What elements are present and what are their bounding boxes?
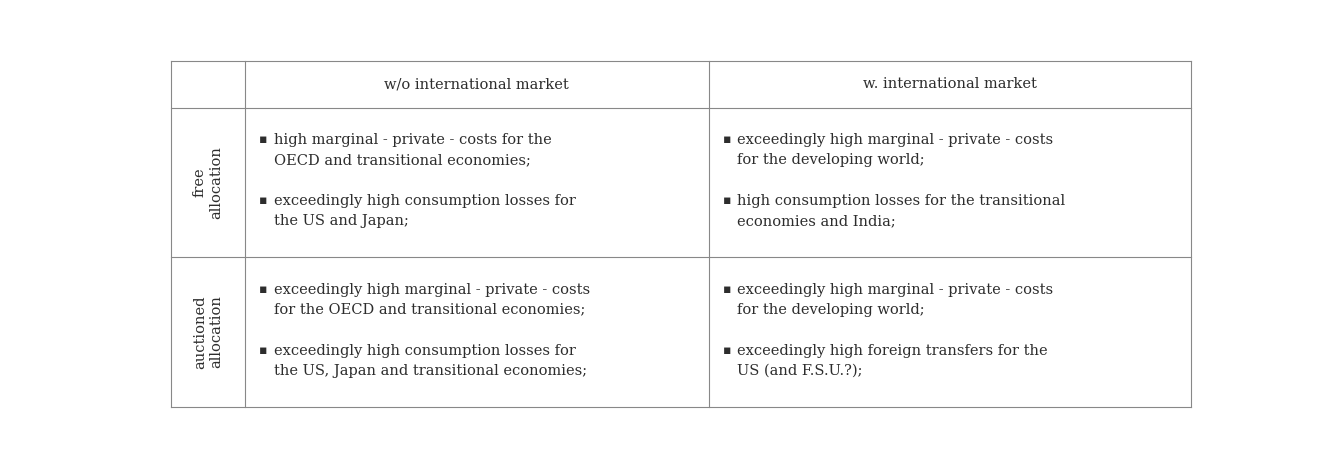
Text: high marginal - private - costs for the
OECD and transitional economies;: high marginal - private - costs for the … (274, 133, 552, 167)
Text: exceedingly high consumption losses for
the US, Japan and transitional economies: exceedingly high consumption losses for … (274, 344, 586, 378)
Text: ▪: ▪ (723, 282, 731, 295)
Text: w. international market: w. international market (863, 77, 1037, 91)
Text: exceedingly high marginal - private - costs
for the developing world;: exceedingly high marginal - private - co… (738, 133, 1054, 167)
Text: high consumption losses for the transitional
economies and India;: high consumption losses for the transiti… (738, 194, 1066, 228)
Text: exceedingly high marginal - private - costs
for the developing world;: exceedingly high marginal - private - co… (738, 282, 1054, 317)
Text: ▪: ▪ (723, 133, 731, 146)
Text: ▪: ▪ (259, 133, 267, 146)
Text: free
allocation: free allocation (193, 146, 223, 219)
Text: ▪: ▪ (259, 194, 267, 207)
Text: exceedingly high consumption losses for
the US and Japan;: exceedingly high consumption losses for … (274, 194, 575, 228)
Text: ▪: ▪ (723, 344, 731, 357)
Text: w/o international market: w/o international market (384, 77, 569, 91)
Text: ▪: ▪ (723, 194, 731, 207)
Text: exceedingly high foreign transfers for the
US (and F.S.U.?);: exceedingly high foreign transfers for t… (738, 344, 1049, 378)
Text: ▪: ▪ (259, 282, 267, 295)
Text: auctioned
allocation: auctioned allocation (193, 295, 223, 369)
Text: ▪: ▪ (259, 344, 267, 357)
Text: exceedingly high marginal - private - costs
for the OECD and transitional econom: exceedingly high marginal - private - co… (274, 282, 590, 317)
